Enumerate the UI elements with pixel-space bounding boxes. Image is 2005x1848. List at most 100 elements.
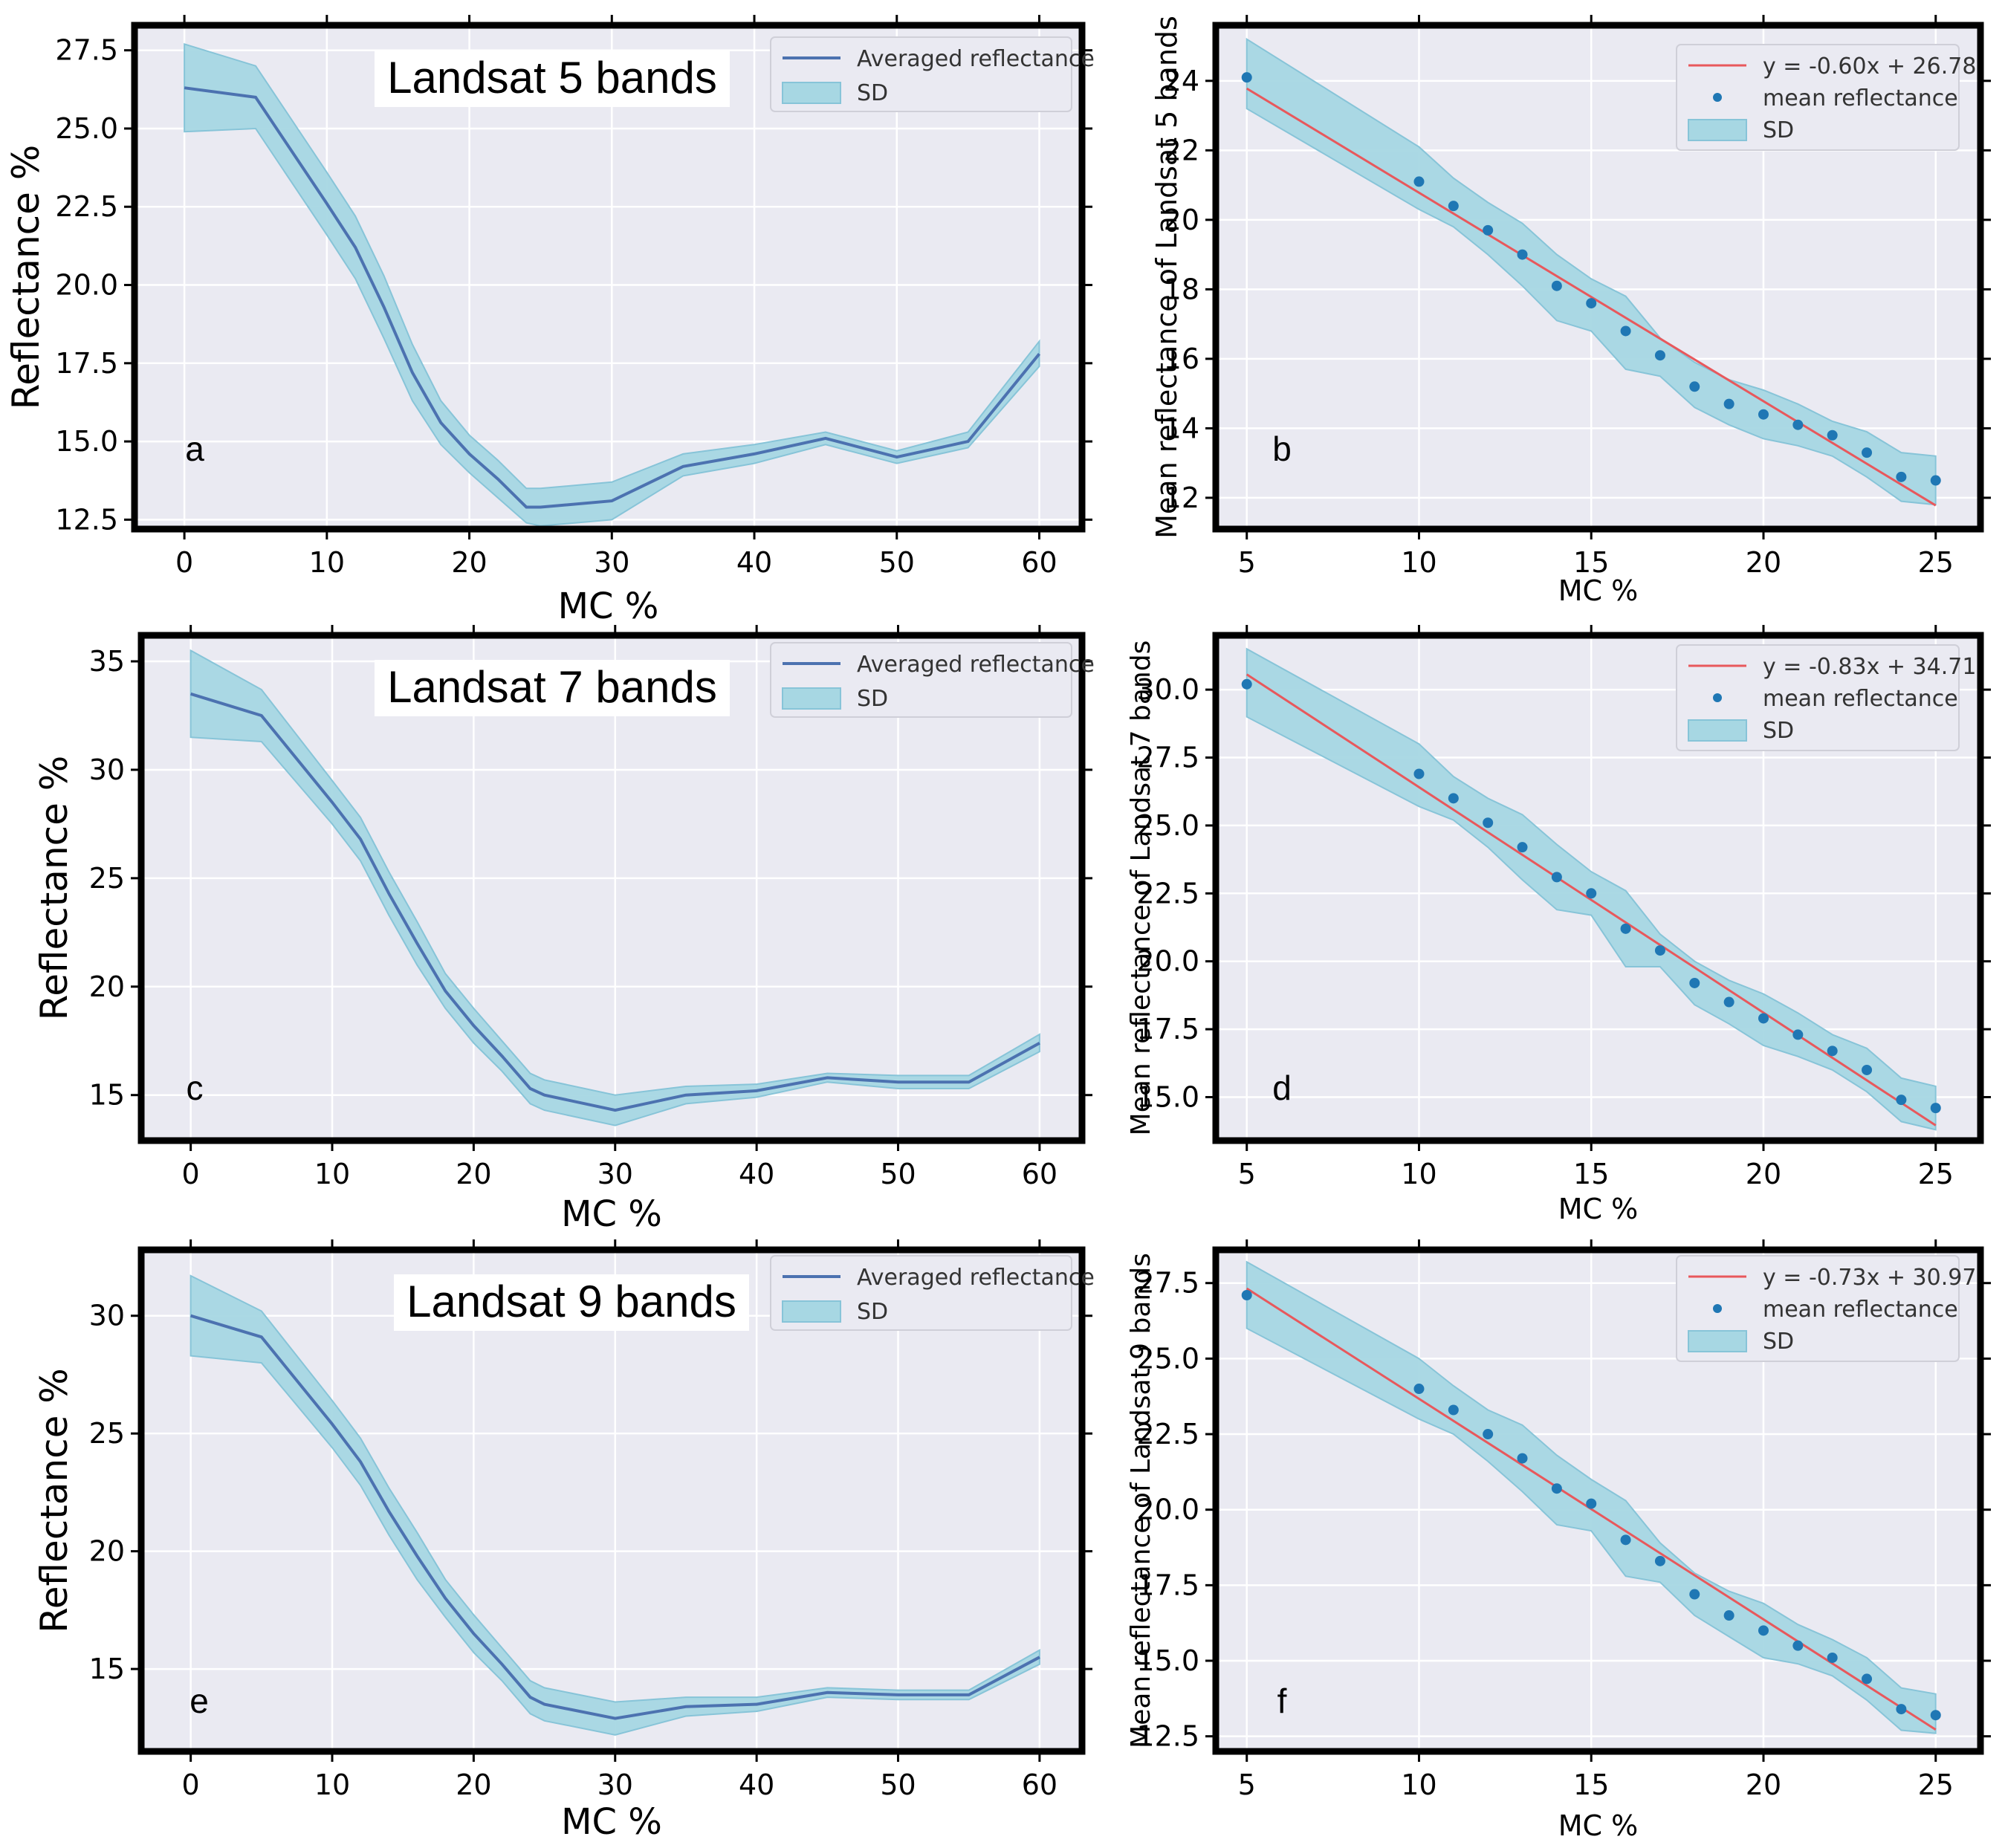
data-point: [1723, 996, 1734, 1008]
legend-label: Averaged reflectance: [857, 46, 1095, 72]
data-point: [1241, 1289, 1252, 1300]
plot-frame: [1212, 1246, 1984, 1755]
data-point: [1448, 201, 1459, 212]
y-tick-label: 25.0: [1136, 809, 1199, 842]
x-tick-label: 10: [309, 546, 345, 579]
data-point: [1517, 842, 1528, 853]
y-tick-label: 17.5: [1136, 1569, 1199, 1601]
legend: Averaged reflectance SD: [770, 642, 1095, 718]
plot-frame: [1212, 632, 1984, 1144]
legend-swatch-sd: [1688, 1330, 1747, 1352]
legend-swatch-sd: [782, 82, 841, 104]
data-point: [1517, 1453, 1528, 1464]
x-axis-label: MC %: [558, 586, 659, 627]
data-point: [1689, 381, 1700, 392]
data-point: [1551, 1483, 1562, 1494]
legend: Averaged reflectance SD: [770, 36, 1095, 112]
y-tick-label: 20: [89, 1535, 125, 1568]
y-tick-label: 22.5: [55, 190, 118, 223]
data-point: [1413, 768, 1425, 779]
plot-area: [190, 1274, 1040, 1736]
x-axis-label: MC %: [1558, 1809, 1639, 1842]
data-point: [1896, 471, 1907, 482]
legend-label: y = -0.73x + 30.97: [1763, 1265, 1976, 1291]
data-point: [1413, 1384, 1425, 1395]
y-axis-label: Reflectance %: [33, 1368, 76, 1633]
fit-line: [1246, 673, 1937, 1126]
y-axis-label: Reflectance %: [4, 145, 48, 410]
y-tick-label: 15.0: [55, 425, 118, 458]
x-tick-label: 25: [1918, 546, 1954, 579]
data-point: [1551, 280, 1562, 291]
data-point: [1758, 1013, 1769, 1024]
legend-label: Averaged reflectance: [857, 1265, 1095, 1291]
data-point: [1551, 872, 1562, 883]
x-tick-label: 10: [1401, 1768, 1436, 1801]
legend-label: SD: [857, 80, 888, 106]
data-point: [1483, 1429, 1494, 1440]
y-tick-label: 17.5: [55, 347, 118, 380]
legend-swatch-sd: [1688, 119, 1747, 141]
plot-background: [141, 1250, 1082, 1751]
legend: Averaged reflectance SD: [770, 1255, 1095, 1331]
legend-box: [770, 36, 1072, 112]
x-tick-label: 5: [1238, 546, 1256, 579]
x-tick-label: 25: [1918, 1768, 1954, 1801]
x-tick-label: 50: [879, 546, 915, 579]
sd-band: [1246, 1260, 1937, 1734]
x-axis-label: MC %: [1558, 1193, 1639, 1225]
data-point: [1586, 888, 1597, 899]
x-tick-label: 50: [880, 1158, 916, 1190]
plot-frame: [137, 632, 1086, 1144]
data-point: [1448, 793, 1459, 804]
data-point: [1758, 409, 1769, 420]
data-point: [1930, 1710, 1941, 1721]
plot-area: [190, 649, 1040, 1126]
x-tick-label: 10: [1401, 546, 1436, 579]
x-tick-label: 10: [314, 1768, 350, 1801]
data-point: [1896, 1095, 1907, 1106]
data-point: [1827, 1045, 1838, 1057]
legend-box: [770, 1255, 1072, 1331]
x-tick-label: 60: [1021, 546, 1057, 579]
y-tick-label: 15: [89, 1653, 125, 1685]
x-tick-label: 20: [451, 546, 487, 579]
data-point: [1723, 398, 1734, 409]
chart-a: 0 10 20 30 40 50 60 12.5 15.0 17.5 20.0 22.5 25.0 27.…: [4, 15, 1095, 627]
y-tick-label: 25.0: [55, 112, 118, 145]
data-point: [1723, 1610, 1734, 1621]
panel-label: d: [1272, 1069, 1292, 1107]
x-tick-label: 0: [175, 546, 193, 579]
title-box: [375, 660, 730, 716]
data-point: [1620, 1534, 1631, 1546]
data-point: [1654, 1555, 1665, 1566]
data-point: [1930, 475, 1941, 486]
x-axis-label: MC %: [1558, 574, 1639, 607]
y-tick-label: 27.5: [1136, 742, 1199, 774]
data-point: [1586, 1498, 1597, 1509]
fit-line: [1246, 1287, 1937, 1731]
plot-frame: [131, 22, 1086, 533]
x-tick-label: 20: [1746, 1768, 1781, 1801]
title-box: [375, 51, 730, 107]
legend-swatch-sd: [782, 687, 841, 710]
x-tick-label: 5: [1238, 1158, 1256, 1190]
chart-f: 5 10 15 20 25 12.5 15.0 17.5 20.0 22.5 25.0 27.5 MC …: [1126, 1239, 1991, 1842]
panel-label: f: [1277, 1682, 1287, 1720]
legend-label: SD: [857, 686, 888, 712]
data-point: [1862, 1064, 1873, 1075]
y-tick-label: 17.5: [1136, 1013, 1199, 1045]
data-point: [1483, 817, 1494, 829]
x-tick-label: 15: [1573, 1768, 1609, 1801]
mean-line: [190, 1314, 1040, 1720]
data-point: [1620, 923, 1631, 934]
data-point: [1930, 1103, 1941, 1114]
data-point: [1483, 224, 1494, 236]
chart-d: 5 10 15 20 25 15.0 17.5 20.0 22.5 25.0 27.5 30.0 MC …: [1126, 625, 1991, 1225]
data-point: [1862, 447, 1873, 458]
panel-label: c: [187, 1069, 204, 1107]
data-point: [1792, 419, 1804, 430]
x-tick-label: 20: [1746, 1158, 1781, 1190]
